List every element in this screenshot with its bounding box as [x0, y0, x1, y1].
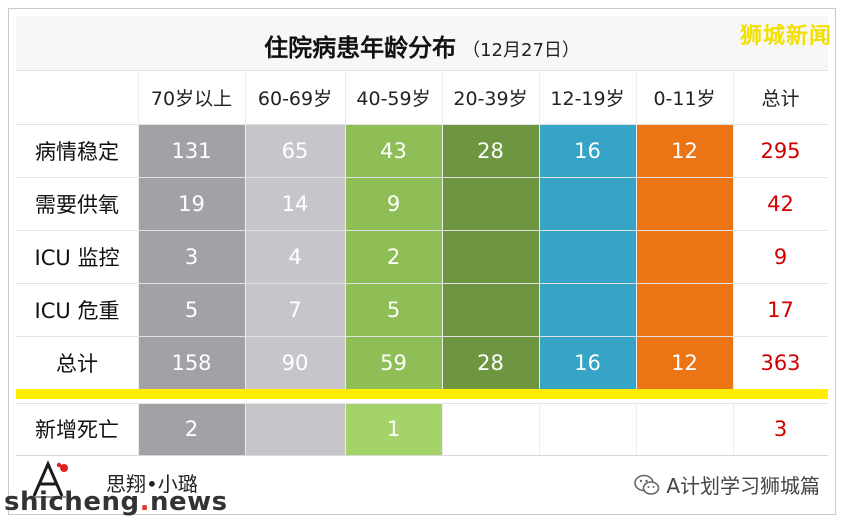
row-label: ICU 监控	[34, 245, 120, 270]
row-total: 42	[767, 191, 794, 216]
column-header: 60-69岁	[257, 87, 333, 110]
table-cell: 14	[245, 177, 345, 230]
column-header: 20-39岁	[453, 87, 528, 110]
table-cell	[442, 283, 539, 336]
table-cell	[636, 230, 733, 283]
table-cell: 16	[539, 336, 636, 389]
title-date: （12月27日）	[462, 40, 580, 61]
table-cell	[442, 403, 539, 455]
site-prefix: shicheng	[4, 487, 140, 517]
table-cell: 5	[138, 283, 245, 336]
table-cell	[442, 177, 539, 230]
grid-line	[345, 403, 346, 455]
table-cell	[442, 230, 539, 283]
wechat-icon	[634, 474, 660, 495]
table-cell: 12	[636, 124, 733, 177]
table-cell: 1	[345, 403, 442, 455]
column-header: 40-59岁	[356, 87, 431, 110]
grid-line	[16, 283, 828, 284]
table-title: 住院病患年龄分布 （12月27日）	[16, 28, 828, 63]
table-cell: 2	[138, 403, 245, 455]
table-cell: 59	[345, 336, 442, 389]
yellow-divider	[16, 389, 828, 399]
table-cell: 90	[245, 336, 345, 389]
row-label: 总计	[56, 351, 98, 376]
table-cell	[636, 403, 733, 455]
grid-line	[245, 403, 246, 455]
site-suffix: news	[149, 487, 228, 517]
grid-line	[539, 70, 540, 389]
wechat-account-name: A计划学习狮城篇	[666, 474, 820, 498]
footer	[16, 455, 828, 506]
table-cell: 5	[345, 283, 442, 336]
table-cell: 28	[442, 124, 539, 177]
table-cell: 16	[539, 124, 636, 177]
table-cell: 2	[345, 230, 442, 283]
grid-line	[539, 403, 540, 455]
site-dot: .	[139, 487, 150, 517]
table-cell	[539, 283, 636, 336]
row-label: 病情稳定	[35, 139, 119, 164]
table-cell	[539, 230, 636, 283]
table-cell	[245, 403, 345, 455]
table-cell: 28	[442, 336, 539, 389]
grid-line	[16, 70, 828, 71]
grid-line	[16, 336, 828, 337]
table-cell: 158	[138, 336, 245, 389]
row-label: ICU 危重	[34, 298, 120, 323]
table-cell: 9	[345, 177, 442, 230]
table-cell: 19	[138, 177, 245, 230]
table-cell: 3	[138, 230, 245, 283]
a-plan-logo-icon	[32, 460, 68, 498]
author-name: 思翔•小璐	[106, 472, 198, 496]
table-cell	[636, 283, 733, 336]
table-cell: 4	[245, 230, 345, 283]
column-header: 0-11岁	[653, 87, 716, 110]
grid-line	[636, 70, 637, 389]
row-total: 17	[767, 297, 794, 322]
grid-line	[16, 230, 828, 231]
grid-line	[16, 177, 828, 178]
row-total: 3	[773, 417, 788, 441]
table-cell	[539, 403, 636, 455]
row-total: 363	[760, 350, 801, 375]
table-cell	[636, 177, 733, 230]
column-header: 12-19岁	[550, 87, 625, 110]
wechat-account[interactable]: A计划学习狮城篇	[634, 470, 820, 499]
grid-line	[636, 403, 637, 455]
grid-line	[138, 70, 139, 389]
table-cell: 12	[636, 336, 733, 389]
title-bar: 住院病患年龄分布 （12月27日）	[16, 16, 828, 71]
grid-line	[733, 70, 734, 389]
table-cell: 131	[138, 124, 245, 177]
grid-line	[138, 403, 139, 455]
table-cell: 65	[245, 124, 345, 177]
row-label: 需要供氧	[35, 192, 119, 217]
column-header: 70岁以上	[150, 87, 233, 110]
row-total: 295	[760, 138, 801, 163]
watermark-top: 狮城新闻	[739, 24, 832, 49]
grid-line	[733, 403, 734, 455]
column-header: 总计	[761, 87, 800, 110]
site-watermark: shicheng.news	[4, 487, 228, 517]
grid-line	[16, 124, 828, 125]
grid-line	[442, 70, 443, 389]
table-cell	[539, 177, 636, 230]
title-text: 住院病患年龄分布	[264, 34, 457, 62]
table-cell: 7	[245, 283, 345, 336]
row-total: 9	[773, 244, 788, 269]
grid-line	[245, 70, 246, 389]
grid-line	[16, 403, 828, 404]
grid-line	[345, 70, 346, 389]
grid-line	[442, 403, 443, 455]
table-cell: 43	[345, 124, 442, 177]
row-label: 新增死亡	[35, 418, 119, 442]
